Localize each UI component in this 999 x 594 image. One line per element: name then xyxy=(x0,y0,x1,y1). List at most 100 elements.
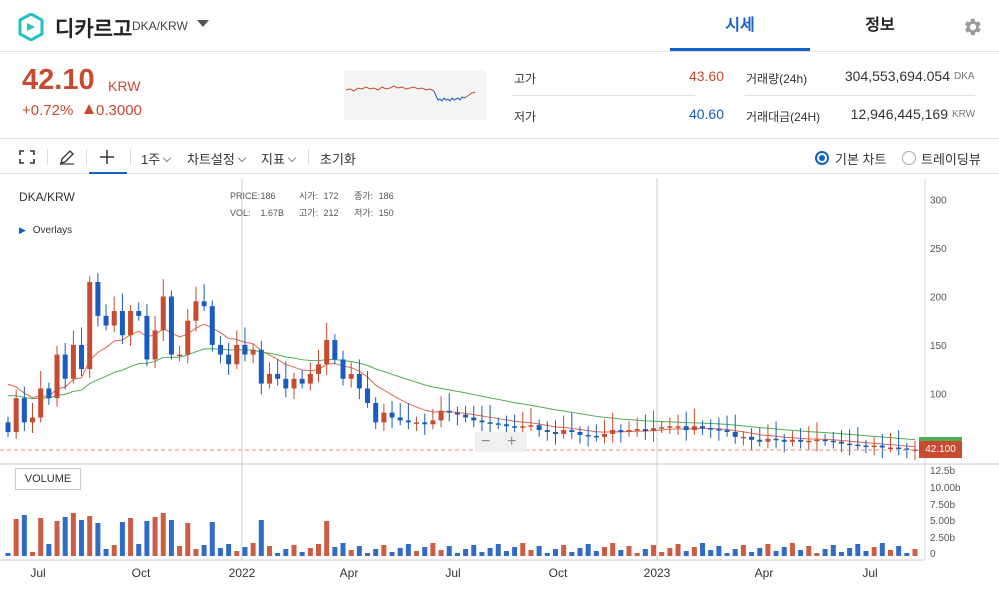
candle-body xyxy=(5,422,11,433)
tab-info[interactable]: 정보 xyxy=(865,17,895,34)
volume-bar xyxy=(324,521,330,556)
candle-body xyxy=(732,432,738,437)
volume-bar xyxy=(422,547,428,556)
amount-label: 거래대금(24H) xyxy=(746,110,821,124)
y-tick-label: 300 xyxy=(930,196,947,207)
volume-bar xyxy=(373,549,379,556)
volume-bar xyxy=(610,543,616,556)
change-amount: 0.3000 xyxy=(96,102,142,119)
reset-button[interactable]: 초기화 xyxy=(320,152,356,167)
candle-body xyxy=(348,373,354,379)
candle-body xyxy=(87,281,93,370)
up-triangle-icon xyxy=(84,104,94,114)
ohlc-high-label: 고가: xyxy=(299,208,319,218)
volume-bar xyxy=(111,545,117,556)
volume-bar xyxy=(365,553,371,556)
volume-bar xyxy=(757,548,763,556)
candle-body xyxy=(610,430,616,434)
volume-bar xyxy=(356,546,362,556)
x-tick-label: Oct xyxy=(132,566,151,580)
amount-value: 12,946,445,169 xyxy=(850,106,948,122)
candle-body xyxy=(381,412,387,423)
volume-bar xyxy=(405,544,411,556)
coin-name[interactable]: 디카르고 xyxy=(55,18,133,41)
candle-body xyxy=(765,438,771,442)
volume-bar xyxy=(250,543,256,556)
candle-body xyxy=(95,281,101,316)
volume-bar xyxy=(822,549,828,556)
volume-bar xyxy=(21,515,27,556)
tradingview-label[interactable]: 트레이딩뷰 xyxy=(921,152,981,167)
tab-price[interactable]: 시세 xyxy=(670,0,810,51)
fullscreen-icon[interactable] xyxy=(19,150,35,164)
candle-body xyxy=(577,432,583,435)
volume-bar xyxy=(119,522,125,556)
chart-settings-menu[interactable]: 차트설정 xyxy=(187,149,247,168)
coin-pair[interactable]: DKA/KRW xyxy=(132,19,188,33)
candle-body xyxy=(324,340,330,365)
ohlc-vol-label: VOL: xyxy=(230,208,251,218)
volume-bar xyxy=(95,523,101,556)
candlestick-chart[interactable]: 300 250 200 150 100 12.5b 10.00b 7.50b 5.00b 2.50… xyxy=(0,175,999,594)
volume-bar xyxy=(618,550,624,556)
high-label: 고가 xyxy=(514,72,537,86)
candle-body xyxy=(855,444,861,447)
zoom-out-button[interactable]: − xyxy=(481,433,491,450)
zoom-in-button[interactable]: + xyxy=(507,433,517,450)
volume-bar xyxy=(789,543,795,556)
candle-body xyxy=(593,435,599,438)
basic-chart-label[interactable]: 기본 차트 xyxy=(835,152,887,167)
volume-bar xyxy=(765,544,771,556)
crosshair-tool[interactable] xyxy=(89,139,127,174)
candle-body xyxy=(520,426,526,428)
overlays-toggle[interactable]: ▶ Overlays xyxy=(19,225,73,236)
volume-bar xyxy=(724,553,730,556)
volume-bar xyxy=(732,549,738,556)
candle-body xyxy=(487,422,493,424)
volume-bar xyxy=(160,513,166,556)
volume-bar xyxy=(577,548,583,556)
candle-body xyxy=(209,306,215,345)
low-value: 40.60 xyxy=(688,106,724,122)
volume-bar xyxy=(528,550,534,556)
volume-bar xyxy=(651,545,657,556)
volume-label: 거래량(24h) xyxy=(746,72,808,86)
volume-bar xyxy=(904,553,910,556)
volume-bar xyxy=(708,550,714,556)
volume-bar xyxy=(414,551,420,556)
volume-bar xyxy=(136,544,142,556)
indicators-menu[interactable]: 지표 xyxy=(261,149,297,168)
volume-bar xyxy=(316,544,322,556)
basic-chart-radio[interactable] xyxy=(815,151,829,165)
volume-bar xyxy=(847,548,853,556)
chevron-down-icon xyxy=(162,153,172,163)
ohlc-close: 186 xyxy=(378,191,394,201)
chevron-down-icon xyxy=(287,153,297,163)
candle-body xyxy=(626,430,632,433)
candle-body xyxy=(830,440,836,443)
chevron-down-icon[interactable] xyxy=(197,20,209,27)
volume-bar xyxy=(716,546,722,556)
divider xyxy=(47,149,48,165)
divider xyxy=(512,95,695,96)
volume-bar xyxy=(430,543,436,556)
low-label: 저가 xyxy=(514,110,537,124)
volume-bar xyxy=(798,550,804,556)
x-tick-label: Apr xyxy=(755,566,774,580)
pencil-icon[interactable] xyxy=(59,149,75,165)
volume-bar xyxy=(299,552,305,556)
volume-bar xyxy=(487,548,493,556)
volume-bar xyxy=(389,552,395,556)
volume-bar xyxy=(749,552,755,556)
interval-select[interactable]: 1주 xyxy=(141,149,172,168)
tradingview-radio[interactable] xyxy=(902,151,916,165)
candle-body xyxy=(798,439,804,442)
candle-body xyxy=(536,425,542,431)
ma-price-tag xyxy=(919,437,962,443)
candle-body xyxy=(773,438,779,441)
volume-bar xyxy=(520,543,526,556)
candle-body xyxy=(70,344,76,379)
candle-body xyxy=(54,354,60,399)
candle-body xyxy=(659,427,665,429)
gear-icon[interactable] xyxy=(961,16,983,38)
